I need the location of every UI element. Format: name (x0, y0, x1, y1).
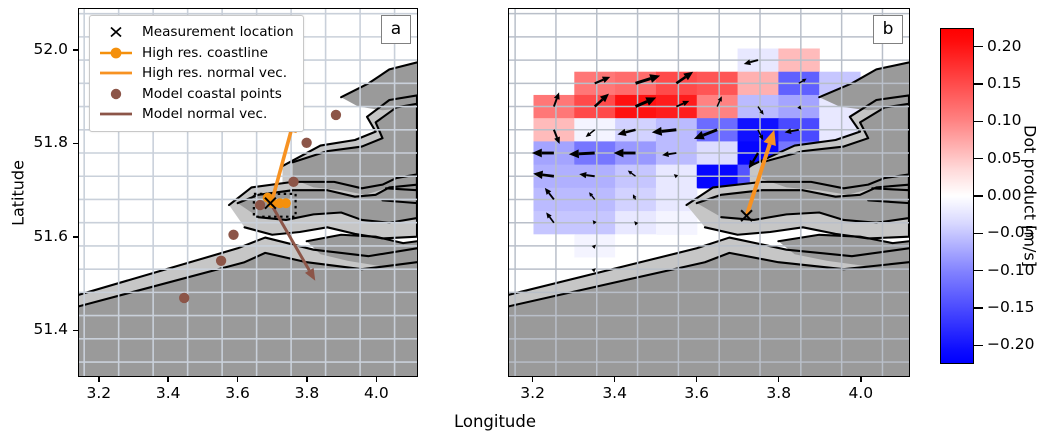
y-tick-label: 51.6 (33, 226, 68, 245)
x-tick-label: 3.2 (86, 384, 112, 402)
legend-label: Measurement location (142, 24, 294, 41)
colorbar-tick-label: −0.05 (987, 223, 1035, 242)
brown-dot-icon (97, 84, 135, 104)
x-tick (777, 377, 780, 382)
x-tick-label: 3.2 (520, 384, 545, 402)
legend-item: Measurement location (97, 22, 294, 43)
x-tick (860, 377, 862, 382)
x-tick (531, 377, 534, 382)
legend: Measurement location High res. coastline… (89, 15, 304, 132)
x-tick-label: 3.8 (766, 384, 792, 402)
x-tick (167, 377, 169, 382)
colorbar-tick (974, 269, 983, 272)
panel-tag-b: b (873, 15, 903, 44)
legend-label: High res. normal vec. (142, 65, 288, 82)
colorbar-tick-label: 0.10 (987, 111, 1022, 130)
colorbar-title: Dot product [m/s] (1020, 125, 1040, 267)
colorbar-tick-label: 0.20 (987, 36, 1022, 55)
y-tick (73, 142, 78, 145)
x-tick-label: 3.4 (155, 384, 181, 402)
colorbar-tick (974, 232, 983, 235)
colorbar-tick (974, 83, 983, 85)
x-tick (98, 377, 100, 382)
colorbar-tick (974, 120, 983, 123)
colorbar (940, 28, 974, 364)
orange-line-icon (97, 63, 135, 83)
y-tick-label: 51.8 (33, 133, 68, 152)
y-tick-label: 52.0 (33, 40, 68, 59)
x-marker-icon (97, 22, 135, 42)
x-tick-label: 3.6 (225, 384, 250, 402)
colorbar-tick-label: 0.00 (987, 186, 1022, 204)
x-tick (695, 377, 698, 382)
current-quiver-overlay (531, 59, 807, 273)
legend-label: High res. coastline (142, 44, 269, 61)
legend-label: Model coastal points (142, 85, 282, 102)
x-tick (236, 377, 239, 382)
grid-lines-a (79, 9, 417, 376)
legend-item: Model normal vec. (97, 104, 294, 125)
colorbar-tick (974, 307, 983, 309)
colorbar-tick-label: 0.15 (987, 74, 1022, 92)
dot-product-field-panel-a[interactable]: Measurement location High res. coastline… (78, 8, 418, 377)
x-tick (613, 377, 616, 382)
x-tick-label: 4.0 (364, 384, 389, 402)
y-tick-label: 51.4 (33, 320, 68, 339)
x-tick-label: 3.6 (684, 384, 710, 402)
x-tick-label: 3.8 (294, 384, 320, 402)
x-tick-label: 3.4 (602, 384, 627, 402)
legend-item: Model coastal points (97, 84, 294, 105)
y-tick (73, 236, 78, 238)
legend-item: High res. normal vec. (97, 63, 294, 84)
x-tick (306, 377, 308, 382)
brown-line-icon (97, 104, 135, 124)
colorbar-tick (974, 195, 983, 197)
dot-product-field-panel-b[interactable]: b (508, 8, 910, 377)
colorbar-tick (974, 157, 983, 160)
x-tick (375, 377, 378, 382)
legend-label: Model normal vec. (142, 106, 268, 123)
y-axis-title: Latitude (8, 160, 28, 226)
colorbar-tick-label: −0.20 (987, 335, 1035, 354)
y-tick (73, 49, 78, 51)
colorbar-tick (974, 344, 983, 347)
colorbar-tick-label: −0.10 (987, 260, 1035, 279)
legend-item: High res. coastline (97, 43, 294, 64)
x-tick-label: 4.0 (848, 384, 874, 402)
colorbar-tick-label: 0.05 (987, 148, 1022, 167)
y-tick (73, 329, 78, 332)
x-axis-title: Longitude (453, 412, 537, 431)
colorbar-tick-label: −0.15 (987, 298, 1035, 316)
colorbar-tick (974, 45, 983, 48)
grid-lines-b (509, 9, 909, 376)
panel-tag-a: a (381, 15, 411, 44)
line-marker-icon (97, 43, 135, 63)
